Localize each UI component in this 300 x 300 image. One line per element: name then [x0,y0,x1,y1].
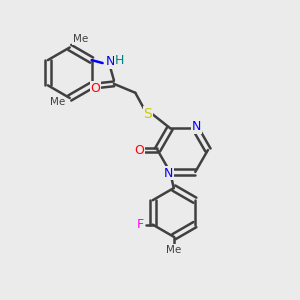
Text: S: S [143,106,152,121]
Text: N: N [105,55,115,68]
Text: N: N [192,120,202,133]
Text: Me: Me [73,34,88,44]
Text: F: F [137,218,144,231]
Text: H: H [115,54,124,67]
Text: O: O [90,82,100,95]
Text: Me: Me [166,244,182,255]
Text: Me: Me [50,98,65,107]
Text: N: N [164,167,173,180]
Text: O: O [134,143,144,157]
